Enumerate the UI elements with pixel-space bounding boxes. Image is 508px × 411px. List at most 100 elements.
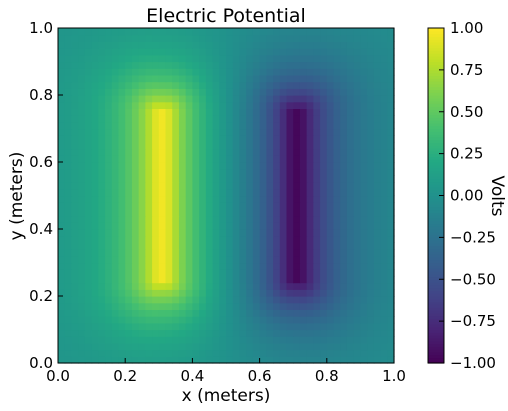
heatmap-cell (118, 48, 126, 56)
heatmap-cell (212, 282, 220, 290)
heatmap-cell (131, 255, 140, 264)
colorbar-segment (428, 139, 444, 144)
heatmap-cell (232, 88, 241, 96)
heatmap-cell (111, 48, 120, 56)
heatmap-cell (145, 249, 153, 257)
heatmap-cell (380, 255, 388, 264)
heatmap-cell (192, 255, 200, 264)
heatmap-cell (326, 289, 335, 297)
heatmap-cell (131, 175, 140, 183)
heatmap-cell (380, 115, 388, 123)
heatmap-cell (185, 195, 193, 203)
heatmap-cell (340, 68, 348, 76)
heatmap-cell (246, 61, 254, 69)
heatmap-cell (232, 95, 241, 103)
heatmap-cell (185, 208, 193, 217)
heatmap-cell (138, 282, 146, 290)
heatmap-cell (84, 162, 93, 170)
colorbar-segment (428, 108, 444, 113)
heatmap-cell (226, 74, 234, 83)
heatmap-cell (346, 322, 355, 331)
heatmap-cell (165, 349, 173, 357)
heatmap-cell (279, 215, 288, 223)
heatmap-cell (226, 81, 234, 89)
heatmap-cell (266, 296, 274, 304)
heatmap-cell (111, 155, 120, 163)
heatmap-cell (293, 175, 301, 183)
colorbar-tick-label: −0.50 (450, 270, 496, 288)
heatmap-cell (333, 289, 341, 297)
heatmap-cell (145, 269, 153, 277)
heatmap-cell (105, 336, 113, 344)
heatmap-cell (158, 269, 167, 277)
heatmap-cell (158, 235, 167, 243)
heatmap-cell (326, 115, 335, 123)
heatmap-cell (205, 195, 214, 203)
heatmap-cell (105, 322, 113, 331)
heatmap-cell (333, 349, 341, 357)
heatmap-cell (131, 349, 140, 357)
heatmap-cell (58, 54, 66, 63)
heatmap-cell (333, 316, 341, 324)
heatmap-cell (340, 121, 348, 130)
heatmap-cell (346, 195, 355, 203)
heatmap-cell (353, 155, 361, 163)
heatmap-cell (340, 162, 348, 170)
heatmap-cell (165, 242, 173, 250)
heatmap-cell (131, 336, 140, 344)
colorbar-segment (428, 206, 444, 211)
heatmap-cell (286, 115, 294, 123)
heatmap-cell (84, 81, 93, 89)
heatmap-cell (172, 95, 180, 103)
colorbar-segment (428, 226, 444, 230)
heatmap-cell (380, 215, 388, 223)
heatmap-cell (125, 229, 133, 237)
heatmap-cell (199, 81, 207, 89)
heatmap-cell (152, 95, 160, 103)
heatmap-cell (145, 155, 153, 163)
colorbar-segment (428, 220, 444, 225)
heatmap-cell (91, 342, 99, 351)
heatmap-cell (306, 342, 314, 351)
heatmap-cell (279, 316, 288, 324)
heatmap-cell (326, 188, 335, 197)
heatmap-cell (246, 329, 254, 337)
heatmap-cell (165, 141, 173, 150)
heatmap-cell (145, 175, 153, 183)
heatmap-cell (346, 208, 355, 217)
heatmap-cell (78, 336, 86, 344)
heatmap-cell (293, 141, 301, 150)
heatmap-cell (266, 275, 274, 284)
heatmap-cell (78, 255, 86, 264)
heatmap-cell (226, 101, 234, 109)
heatmap-cell (286, 215, 294, 223)
heatmap-cell (152, 202, 160, 210)
heatmap-cell (84, 215, 93, 223)
heatmap-cell (340, 309, 348, 317)
heatmap-cell (91, 168, 99, 176)
heatmap-cell (158, 74, 167, 83)
heatmap-cell (373, 302, 382, 310)
heatmap-cell (232, 115, 241, 123)
colorbar-segment (428, 265, 444, 269)
heatmap-cell (387, 322, 395, 331)
heatmap-cell (199, 195, 207, 203)
heatmap-cell (232, 222, 241, 230)
heatmap-cell (219, 162, 227, 170)
heatmap-cell (131, 202, 140, 210)
heatmap-cell (138, 242, 146, 250)
heatmap-cell (165, 68, 173, 76)
heatmap-cell (279, 155, 288, 163)
heatmap-cell (118, 215, 126, 223)
heatmap-cell (346, 162, 355, 170)
heatmap-cell (78, 269, 86, 277)
heatmap-cell (387, 302, 395, 310)
heatmap-cell (252, 101, 261, 109)
colorbar-segment (428, 53, 444, 57)
heatmap-cell (367, 68, 375, 76)
heatmap-cell (313, 289, 321, 297)
heatmap-cell (346, 48, 355, 56)
heatmap-cell (111, 162, 120, 170)
heatmap-cell (58, 282, 66, 290)
heatmap-cell (58, 195, 66, 203)
